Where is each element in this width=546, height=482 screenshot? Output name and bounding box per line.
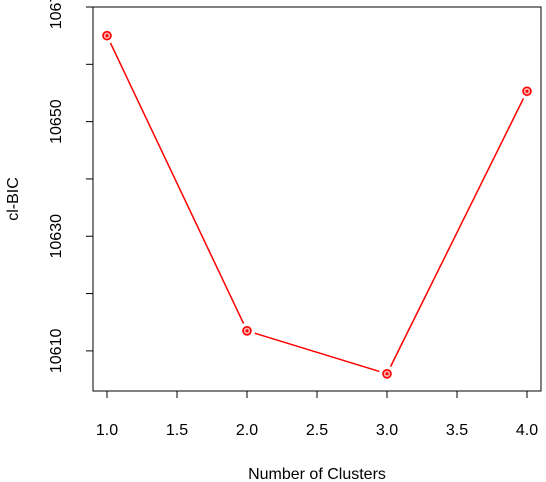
x-tick-label: 4.0 <box>516 422 538 439</box>
data-point-center <box>105 34 109 38</box>
x-tick-label: 1.0 <box>96 422 118 439</box>
y-axis: 10610 10630 10650 10670 <box>48 0 94 374</box>
series-layer <box>102 30 532 379</box>
series-line-segment <box>389 98 525 367</box>
x-tick-label: 1.5 <box>166 422 188 439</box>
y-tick-label: 10650 <box>48 99 65 144</box>
data-point-center <box>525 89 529 93</box>
y-tick-label: 10670 <box>48 0 65 29</box>
x-tick-label: 2.5 <box>306 422 328 439</box>
x-tick-label: 3.0 <box>376 422 398 439</box>
series-line-segment <box>254 332 380 373</box>
y-tick-label: 10610 <box>48 329 65 374</box>
x-axis: 1.0 1.5 2.0 2.5 3.0 3.5 4.0 <box>96 390 538 439</box>
x-tick-label: 2.0 <box>236 422 258 439</box>
x-tick-label: 3.5 <box>446 422 468 439</box>
x-axis-title: Number of Clusters <box>248 466 386 482</box>
y-axis-title: cl-BIC <box>5 177 22 221</box>
data-point-center <box>385 372 389 376</box>
data-point-center <box>245 329 249 333</box>
y-tick-label: 10630 <box>48 214 65 259</box>
series-line-segment <box>109 42 245 324</box>
